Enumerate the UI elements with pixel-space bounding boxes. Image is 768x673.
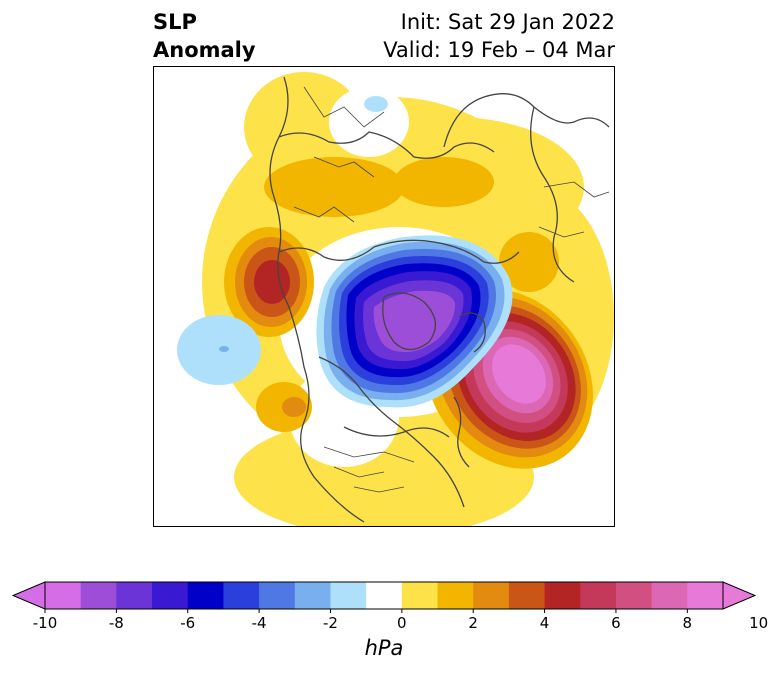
arctic-low [316, 235, 513, 408]
colorbar-tick-label: -4 [251, 614, 267, 632]
colorbar-tick-label: -6 [180, 614, 196, 632]
colorbar [12, 581, 756, 613]
colorbar-segment [294, 582, 331, 609]
colorbar-segment [187, 582, 224, 609]
colorbar-segment [223, 582, 260, 609]
colorbar-frame [44, 581, 724, 610]
title-variable: SLP [153, 10, 197, 34]
colorbar-segment [259, 582, 296, 609]
colorbar-segment [152, 582, 189, 609]
weak-negative-areas [177, 96, 388, 385]
colorbar-segment [366, 582, 403, 609]
colorbar-tick-label: 0 [397, 614, 407, 632]
weak-positive-bands [256, 157, 559, 432]
colorbar-tick-label: 10 [749, 614, 768, 632]
colorbar-segment [45, 582, 82, 609]
colorbar-segment [580, 582, 617, 609]
title-right: Init: Sat 29 Jan 2022 Valid: 19 Feb – 04… [383, 8, 615, 64]
coastlines [269, 76, 610, 523]
colorbar-segment [330, 582, 367, 609]
colorbar-segment [544, 582, 581, 609]
colorbar-extend-low [12, 581, 46, 610]
colorbar-extend-high [722, 581, 756, 610]
colorbar-segment [508, 582, 546, 609]
init-date: Init: Sat 29 Jan 2022 [400, 10, 615, 34]
pacific-high [224, 227, 314, 337]
map-canvas [154, 72, 614, 526]
title-field: Anomaly [153, 38, 256, 62]
colorbar-segment [473, 582, 510, 609]
colorbar-tick-label: -2 [322, 614, 338, 632]
colorbar-tick-label: -8 [108, 614, 124, 632]
colorbar-segment [437, 582, 474, 609]
colorbar-tick-label: 2 [468, 614, 478, 632]
colorbar-segment [687, 582, 724, 609]
anomaly-map [153, 66, 615, 527]
title-left: SLP Anomaly [153, 8, 256, 64]
colorbar-segment [651, 582, 688, 609]
political-borders [293, 86, 610, 493]
colorbar-tick-label: 6 [611, 614, 621, 632]
colorbar-segment [615, 582, 653, 609]
colorbar-tick-label: 8 [682, 614, 693, 632]
colorbar-segment [401, 582, 439, 609]
colorbar-unit-label: hPa [364, 636, 404, 660]
colorbar-tick-label: 4 [539, 614, 550, 632]
colorbar-segment [116, 582, 153, 609]
valid-range: Valid: 19 Feb – 04 Mar [383, 38, 615, 62]
colorbar-segment [80, 582, 117, 609]
colorbar-tick-label: -10 [32, 614, 58, 632]
